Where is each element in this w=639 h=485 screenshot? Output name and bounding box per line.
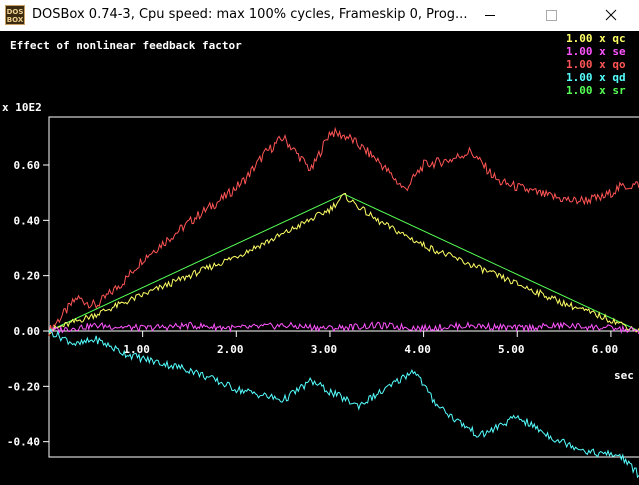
x-tick-label: 6.00 bbox=[592, 343, 619, 356]
legend-item: 1.00 x qo bbox=[566, 58, 626, 71]
legend-item: 1.00 x qc bbox=[566, 32, 626, 45]
y-tick-label: 0.60 bbox=[14, 159, 41, 172]
x-tick-label: 3.00 bbox=[311, 343, 338, 356]
y-tick-label: 0.00 bbox=[14, 325, 41, 338]
title-bar[interactable]: DOS BOX DOSBox 0.74-3, Cpu speed: max 10… bbox=[0, 0, 639, 31]
series-line-qc bbox=[48, 192, 639, 335]
x-axis-ticks: 1.00 2.00 3.00 4.00 5.00 6.00 bbox=[123, 331, 618, 356]
x-tick-label: 4.00 bbox=[404, 343, 431, 356]
legend: 1.00 x qc1.00 x se1.00 x qo1.00 x qd1.00… bbox=[566, 32, 626, 97]
minimize-button[interactable] bbox=[467, 0, 513, 31]
plot-area: Effect of nonlinear feedback factor x 10… bbox=[0, 31, 639, 481]
window-title: DOSBox 0.74-3, Cpu speed: max 100% cycle… bbox=[32, 7, 468, 22]
x-tick-label: 1.00 bbox=[123, 343, 150, 356]
series-line-qd bbox=[48, 327, 639, 479]
minimize-icon bbox=[485, 15, 495, 16]
close-icon bbox=[605, 9, 617, 21]
series-line-sr bbox=[48, 193, 639, 332]
y-tick-label: -0.40 bbox=[7, 436, 40, 449]
x-tick-label: 5.00 bbox=[498, 343, 525, 356]
y-axis-ticks: 0.60 0.40 0.20 0.00 -0.20 -0.40 bbox=[7, 159, 49, 449]
dosbox-icon: DOS BOX bbox=[5, 5, 25, 25]
x-tick-label: 2.00 bbox=[217, 343, 244, 356]
y-tick-label: -0.20 bbox=[7, 380, 40, 393]
close-button[interactable] bbox=[588, 0, 634, 31]
series-line-qo bbox=[48, 126, 639, 337]
chart: Effect of nonlinear feedback factor x 10… bbox=[2, 32, 639, 479]
svg-text:DOS: DOS bbox=[7, 8, 24, 16]
x-unit-label: sec bbox=[614, 369, 634, 382]
y-tick-label: 0.20 bbox=[14, 270, 41, 283]
legend-item: 1.00 x sr bbox=[566, 84, 626, 97]
y-scale-label: x 10E2 bbox=[2, 101, 42, 114]
series-group bbox=[48, 126, 639, 479]
series-line-se bbox=[48, 321, 639, 335]
maximize-button[interactable] bbox=[528, 0, 574, 31]
svg-text:BOX: BOX bbox=[7, 16, 24, 24]
legend-item: 1.00 x qd bbox=[566, 71, 626, 84]
plot-frame bbox=[48, 116, 639, 458]
legend-item: 1.00 x se bbox=[566, 45, 626, 58]
maximize-icon bbox=[546, 10, 557, 21]
y-tick-label: 0.40 bbox=[14, 214, 41, 227]
chart-title: Effect of nonlinear feedback factor bbox=[10, 39, 242, 52]
